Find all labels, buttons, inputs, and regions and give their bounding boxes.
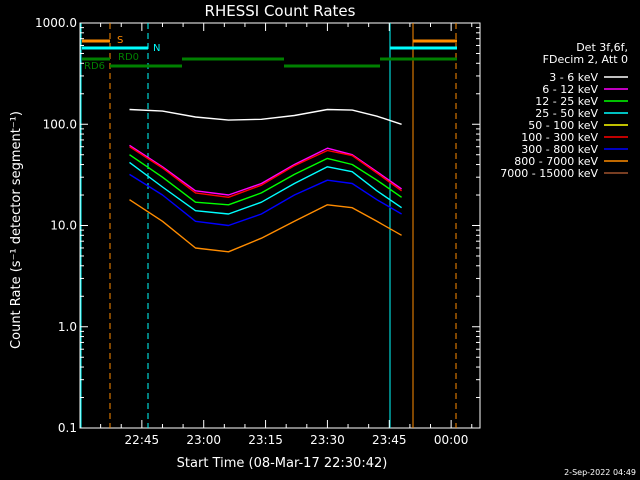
axis-ticks: 1000.0 100.0 10.0 1.0 0.1 22:45 23:00 23:15 23:3… [35, 16, 480, 447]
y-tick-label: 1.0 [58, 320, 77, 334]
y-tick-label: 100.0 [43, 117, 77, 131]
flag-label: RD6 [84, 61, 105, 72]
x-tick-label: 23:45 [372, 433, 407, 447]
legend-label: 6 - 12 keV [542, 83, 598, 96]
series-layer [129, 108, 403, 253]
chart-title: RHESSI Count Rates [205, 2, 356, 20]
plot-axes [79, 22, 481, 429]
legend-label: 12 - 25 keV [535, 95, 598, 108]
attenuator-flags: S N RD0 RD6 [80, 23, 457, 428]
series-line-7 [129, 199, 402, 253]
legend-label: 3 - 6 keV [549, 71, 598, 84]
x-tick-label: 23:00 [186, 433, 221, 447]
y-axis-label: Count Rate (s⁻¹ detector segment⁻¹) [9, 111, 24, 349]
series-line-6 [129, 173, 402, 227]
series-line-3 [129, 161, 402, 215]
legend-label: 50 - 100 keV [528, 119, 598, 132]
y-tick-label: 1000.0 [35, 16, 77, 30]
footer-date: 2-Sep-2022 04:49 [564, 468, 636, 477]
series-line-0 [129, 108, 402, 125]
flag-label: N [153, 43, 160, 54]
legend-label: 25 - 50 keV [535, 107, 598, 120]
legend-label: 300 - 800 keV [521, 143, 598, 156]
legend-label: 7000 - 15000 keV [500, 167, 598, 180]
legend-label: 100 - 300 keV [521, 131, 598, 144]
x-tick-label: 22:45 [125, 433, 160, 447]
legend-label: 800 - 7000 keV [514, 155, 598, 168]
x-tick-label: 23:30 [310, 433, 345, 447]
legend-header: Det 3f,6f, [576, 41, 628, 54]
x-axis-label: Start Time (08-Mar-17 22:30:42) [177, 456, 388, 471]
x-tick-label: 00:00 [434, 433, 469, 447]
series-line-2 [129, 154, 402, 206]
y-tick-label: 10.0 [50, 219, 77, 233]
series-line-5 [129, 146, 403, 199]
y-tick-label: 0.1 [58, 421, 77, 435]
plot-frame [79, 22, 481, 429]
series-line-1 [129, 144, 403, 196]
flag-label: RD0 [118, 52, 139, 63]
x-tick-label: 23:15 [248, 433, 283, 447]
legend-header: FDecim 2, Att 0 [543, 53, 628, 66]
flag-label: S [117, 35, 123, 46]
